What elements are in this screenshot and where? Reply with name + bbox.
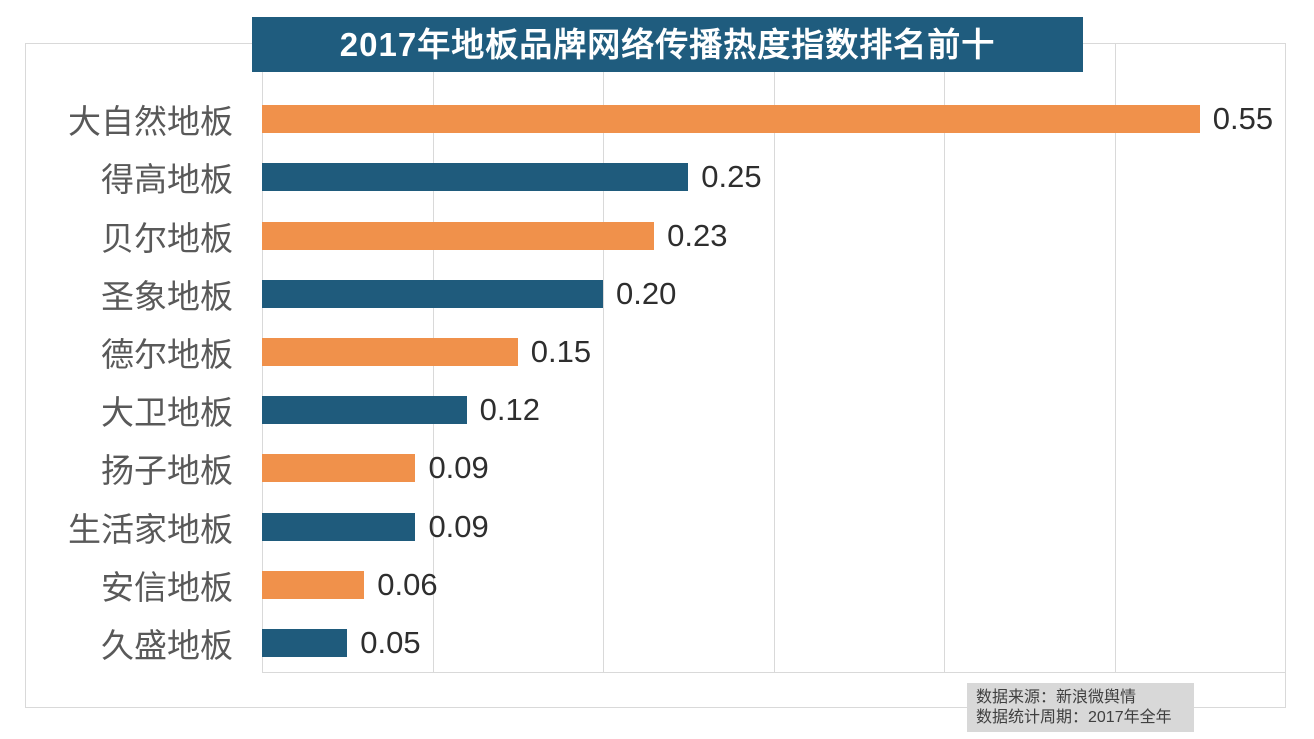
- category-label: 得高地板: [101, 161, 233, 199]
- bar-row: 大卫地板 0.12: [26, 381, 1285, 439]
- value-label: 0.09: [428, 450, 489, 486]
- chart-title: 2017年地板品牌网络传播热度指数排名前十: [252, 17, 1083, 72]
- category-label: 久盛地板: [101, 626, 233, 664]
- bar-row: 扬子地板 0.09: [26, 439, 1285, 497]
- bar-track: 0.23: [262, 206, 1285, 264]
- bar: [262, 570, 365, 599]
- gridline: [1285, 44, 1286, 672]
- bar-row: 生活家地板 0.09: [26, 497, 1285, 555]
- value-label: 0.20: [616, 275, 677, 311]
- bar-row: 大自然地板 0.55: [26, 90, 1285, 148]
- category-label: 圣象地板: [101, 277, 233, 315]
- value-label: 0.15: [530, 333, 592, 369]
- bar-row: 德尔地板 0.15: [26, 323, 1285, 381]
- value-label: 0.55: [1212, 101, 1274, 137]
- value-label: 0.25: [701, 159, 762, 195]
- bar-rows: 大自然地板 0.55 得高地板 0.25 贝尔地板 0.23 圣象地板 0.20 德尔地板 0.1…: [26, 90, 1285, 672]
- bar-track: 0.09: [262, 439, 1285, 497]
- gridline: [773, 44, 775, 672]
- bar-track: 0.15: [262, 323, 1285, 381]
- gridline: [603, 44, 604, 672]
- category-label: 安信地板: [101, 568, 233, 606]
- bar-track: 0.09: [262, 497, 1285, 555]
- bar-track: 0.20: [262, 265, 1285, 323]
- category-label: 生活家地板: [68, 510, 233, 548]
- category-label: 扬子地板: [101, 452, 233, 490]
- bar-track: 0.06: [262, 556, 1285, 614]
- value-label: 0.06: [377, 566, 438, 602]
- bar-track: 0.25: [262, 148, 1285, 206]
- value-label: 0.09: [428, 508, 489, 544]
- value-label: 0.23: [667, 217, 728, 253]
- bar-track: 0.05: [262, 614, 1285, 672]
- bar: [262, 396, 467, 425]
- bar-track: 0.12: [262, 381, 1285, 439]
- gridline: [944, 44, 945, 672]
- bar-row: 得高地板 0.25: [26, 148, 1285, 206]
- gridline: [1114, 44, 1116, 672]
- bar: [262, 279, 603, 308]
- category-label: 大自然地板: [68, 103, 233, 141]
- bar-row: 久盛地板 0.05: [26, 614, 1285, 672]
- bar-row: 圣象地板 0.20: [26, 265, 1285, 323]
- bar: [262, 454, 416, 483]
- bar: [262, 163, 689, 192]
- source-note-line2: 数据统计周期：2017年全年: [976, 709, 1172, 726]
- category-label: 德尔地板: [101, 335, 233, 373]
- category-label: 大卫地板: [101, 394, 233, 432]
- source-note: 数据来源：新浪微舆情 数据统计周期：2017年全年: [967, 683, 1194, 732]
- bar: [262, 221, 655, 250]
- bar-row: 安信地板 0.06: [26, 556, 1285, 614]
- bar-track: 0.55: [262, 90, 1285, 148]
- bar: [262, 105, 1200, 134]
- source-note-line1: 数据来源：新浪微舆情: [976, 689, 1137, 706]
- bar: [262, 512, 416, 541]
- bar-row: 贝尔地板 0.23: [26, 206, 1285, 264]
- value-label: 0.05: [360, 624, 421, 660]
- bar: [262, 337, 518, 366]
- bar: [262, 628, 348, 657]
- value-label: 0.12: [479, 392, 540, 428]
- category-label: 贝尔地板: [101, 219, 233, 257]
